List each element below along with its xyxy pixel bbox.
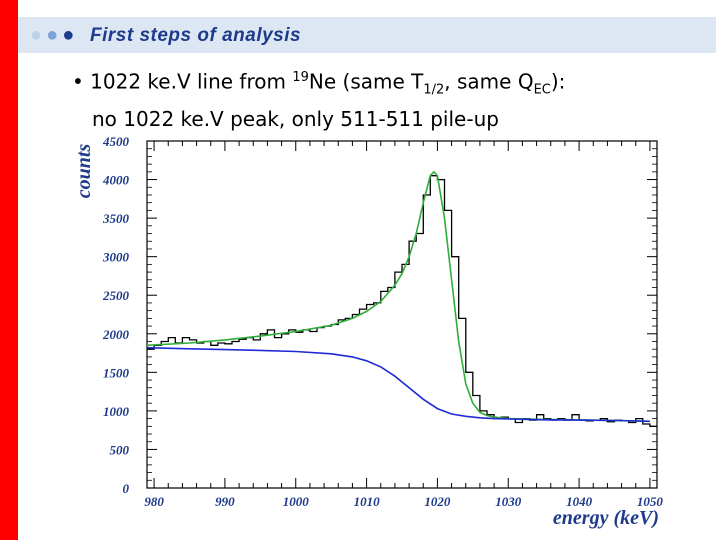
series-line-2 — [146, 346, 650, 423]
x-tick-label: 1030 — [495, 494, 522, 509]
y-tick-label: 4000 — [102, 173, 130, 188]
y-tick-label: 0 — [123, 481, 130, 496]
header-dots: ● ● ● — [30, 21, 78, 49]
series-line-1 — [146, 170, 650, 423]
bullet-marker: • — [72, 69, 84, 94]
x-axis-label: energy (keV) — [553, 507, 659, 529]
bullet-part: Ne (same T — [308, 69, 424, 94]
tick-group: 0 500 1000 1500 2000 2500 3000 3500 4000 4500 980 9… — [102, 134, 663, 509]
spectrum-chart: 0 500 1000 1500 2000 2500 3000 3500 4000 4500 980 9… — [73, 134, 663, 529]
x-tick-label: 1010 — [354, 494, 381, 509]
y-tick-label: 500 — [110, 442, 130, 457]
bullet-text: • 1022 ke.V line from 19Ne (same T1/2, s… — [72, 64, 712, 133]
bullet-sub: EC — [533, 82, 551, 98]
y-tick-label: 3000 — [102, 250, 130, 265]
accent-bar — [0, 0, 18, 540]
y-tick-label: 3500 — [102, 211, 130, 226]
y-tick-label: 2500 — [102, 288, 130, 303]
x-tick-label: 990 — [215, 494, 235, 509]
dot-icon: ● — [30, 24, 43, 46]
slide-title: First steps of analysis — [90, 25, 302, 46]
bullet-part: 1022 ke.V line from — [83, 69, 293, 94]
y-tick-label: 2000 — [102, 327, 130, 342]
x-tick-label: 980 — [144, 494, 164, 509]
bullet-line-2: no 1022 ke.V peak, only 511-511 pile-up — [92, 106, 499, 131]
x-tick-label: 1000 — [283, 494, 310, 509]
x-tick-label: 1050 — [637, 494, 664, 509]
dot-icon: ● — [62, 24, 75, 46]
bullet-part: , same Q — [444, 69, 534, 94]
y-tick-label: 4500 — [102, 134, 130, 149]
bullet-sub: 1/2 — [423, 82, 445, 98]
y-tick-label: 1000 — [103, 404, 130, 419]
x-tick-label: 1040 — [566, 494, 593, 509]
y-axis-label: counts — [73, 144, 95, 199]
bullet-part: ): — [550, 69, 566, 94]
y-tick-label: 1500 — [103, 365, 130, 380]
x-tick-label: 1020 — [424, 494, 451, 509]
plot-frame — [146, 140, 658, 489]
bullet-line-1: • 1022 ke.V line from 19Ne (same T1/2, s… — [72, 64, 712, 105]
dot-icon: ● — [46, 24, 59, 46]
bullet-sup: 19 — [292, 70, 309, 85]
header-bar: ● ● ● First steps of analysis — [18, 17, 716, 53]
series-line-0 — [147, 175, 657, 427]
series-group — [146, 170, 657, 427]
